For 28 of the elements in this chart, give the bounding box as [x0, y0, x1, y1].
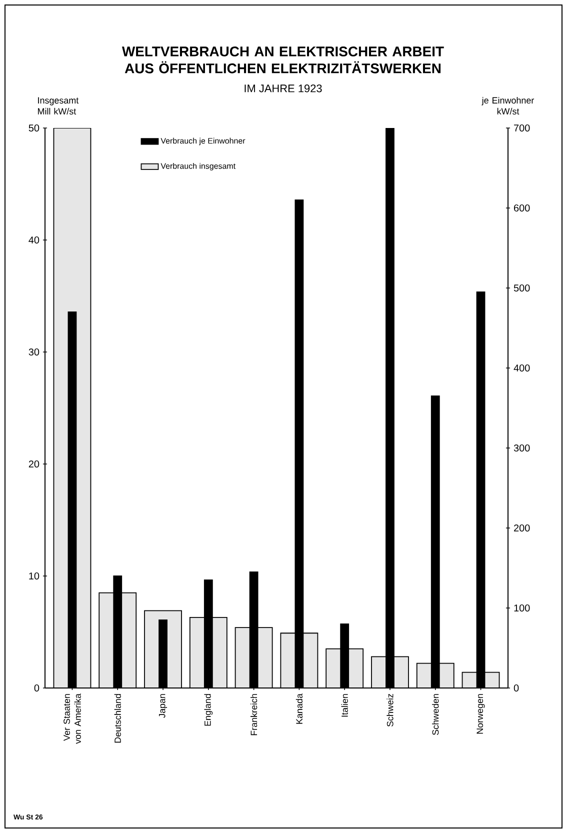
y2-tick-label: 200	[514, 524, 530, 532]
y2-tick-label: 700	[514, 124, 530, 132]
y2-tick-label: 600	[514, 204, 530, 212]
x-tick-label: Norwegen	[476, 694, 485, 734]
x-tick-label: Kanada	[296, 694, 302, 724]
x-tick-label: Italien	[341, 694, 348, 717]
y-tick-label: 30	[28, 348, 40, 356]
x-tick-label: England	[204, 694, 213, 726]
y-tick-label: 10	[29, 572, 40, 580]
y2-tick-label: 400	[514, 364, 530, 372]
y-tick-label: 50	[28, 124, 40, 132]
y2-tick-label: 100	[514, 604, 530, 612]
y2-tick-label: 300	[514, 444, 530, 452]
x-tick-label: Schweden	[432, 694, 439, 735]
x-tick-label: Frankreich	[250, 694, 258, 736]
x-tick-label: Schweiz	[386, 694, 394, 726]
y2-tick-label: 500	[514, 284, 530, 292]
y-tick-label: 20	[28, 460, 40, 468]
x-tick-label: Deutschland	[114, 694, 121, 743]
chart-title: WELTVERBRAUCH AN ELEKTRISCHER ARBEIT AUS ÖFFENTLICHEN ELEKTRIZITÄTSWERKEN	[122, 46, 444, 74]
x-tick-label: Ver Staaten von Amerika	[64, 694, 81, 744]
chart-subtitle: IM JAHRE 1923	[244, 84, 322, 92]
y-tick-label: 40	[28, 236, 40, 244]
y-tick-label: 0	[34, 684, 40, 692]
y2-tick-label: 0	[514, 684, 519, 692]
x-tick-label: Japan	[159, 694, 168, 718]
y-axis-title: Insgesamt Mill kW/st	[38, 97, 79, 115]
y2-axis-title: je Einwohner kW/st	[482, 96, 534, 115]
